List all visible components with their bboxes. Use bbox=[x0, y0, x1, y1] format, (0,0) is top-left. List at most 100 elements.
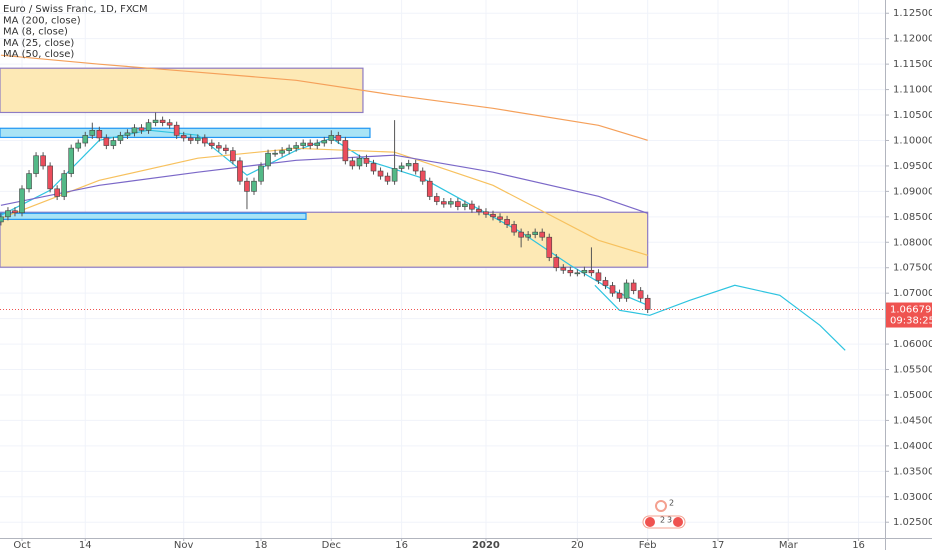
candle-body bbox=[314, 142, 321, 146]
last-price-box bbox=[886, 302, 932, 328]
candle-body bbox=[462, 203, 468, 207]
legend-entry: MA (8, close) bbox=[3, 27, 68, 38]
zone bbox=[0, 212, 307, 220]
candle-body bbox=[180, 135, 187, 139]
candle-body bbox=[194, 137, 201, 141]
candle-body bbox=[518, 231, 524, 238]
candle-body bbox=[469, 203, 475, 210]
candle-body bbox=[441, 201, 447, 205]
candle-body bbox=[539, 231, 546, 238]
candle-body bbox=[54, 188, 60, 197]
legend-entry: MA (50, close) bbox=[3, 49, 74, 60]
candle-body bbox=[405, 163, 412, 167]
candle-body bbox=[40, 155, 46, 167]
candle-body bbox=[230, 150, 236, 162]
candle-body bbox=[595, 272, 602, 281]
candle-body bbox=[321, 140, 328, 144]
x-tick-label: Mar bbox=[779, 540, 799, 550]
x-tick-label: 18 bbox=[255, 540, 268, 550]
x-tick-label: 14 bbox=[79, 540, 92, 550]
y-tick-label: 1.02500 bbox=[893, 517, 932, 528]
candle-body bbox=[630, 282, 637, 291]
candle-body bbox=[131, 127, 138, 134]
candle-body bbox=[616, 292, 623, 299]
candle-body bbox=[307, 142, 314, 146]
candle-body bbox=[33, 155, 39, 174]
candle-body bbox=[244, 180, 250, 192]
candle-body bbox=[279, 150, 285, 154]
candle-body bbox=[455, 201, 461, 207]
legend-entry: Euro / Swiss Franc, 1D, FXCM bbox=[3, 4, 148, 15]
candle-body bbox=[574, 272, 581, 275]
countdown-label: 09:38:25 bbox=[890, 316, 932, 327]
event-badge[interactable] bbox=[655, 500, 667, 512]
candle-body bbox=[209, 142, 215, 146]
y-tick-label: 1.12500 bbox=[893, 8, 932, 19]
candle-body bbox=[159, 119, 166, 123]
y-tick-label: 1.08500 bbox=[893, 212, 932, 223]
candle-body bbox=[426, 180, 433, 197]
event-badge[interactable] bbox=[673, 517, 683, 527]
x-tick-label: Oct bbox=[13, 540, 30, 550]
x-tick-label: Dec bbox=[322, 540, 341, 550]
x-tick-label: 20 bbox=[571, 540, 584, 550]
candle-body bbox=[342, 140, 349, 162]
candle-body bbox=[546, 236, 553, 258]
candles bbox=[0, 112, 651, 314]
candle-body bbox=[504, 219, 510, 225]
y-tick-label: 1.06000 bbox=[893, 339, 932, 350]
candle-body bbox=[349, 160, 356, 167]
event-count: 3 bbox=[667, 516, 672, 525]
x-tick-label: 17 bbox=[712, 540, 725, 550]
projection-line bbox=[594, 284, 846, 351]
moving-average-line bbox=[0, 54, 648, 141]
candle-body bbox=[82, 135, 89, 144]
y-tick-label: 1.07000 bbox=[893, 288, 932, 299]
candle-body bbox=[532, 231, 538, 235]
y-tick-label: 1.09000 bbox=[893, 186, 932, 197]
candle-body bbox=[398, 165, 405, 169]
y-tick-label: 1.03500 bbox=[893, 466, 932, 477]
candle-body bbox=[0, 216, 4, 223]
y-tick-label: 1.05500 bbox=[893, 365, 932, 376]
candle-body bbox=[560, 267, 567, 271]
candle-body bbox=[356, 157, 363, 167]
x-tick-label: 2020 bbox=[472, 540, 500, 550]
candle-body bbox=[251, 180, 257, 192]
candle-body bbox=[26, 173, 32, 190]
candle-body bbox=[12, 210, 18, 214]
legend-entry: MA (200, close) bbox=[3, 15, 81, 26]
candle-body bbox=[433, 196, 440, 202]
candle-body bbox=[483, 211, 489, 215]
candle-body bbox=[75, 142, 82, 149]
candle-body bbox=[272, 152, 278, 155]
candle-body bbox=[19, 188, 25, 214]
y-tick-label: 1.10000 bbox=[893, 135, 932, 146]
candle-body bbox=[377, 170, 384, 177]
event-badges: 2 2 3 bbox=[642, 499, 686, 529]
candle-body bbox=[5, 210, 11, 218]
event-count: 2 bbox=[660, 516, 665, 525]
y-tick-label: 1.12000 bbox=[893, 34, 932, 45]
candle-body bbox=[567, 269, 574, 274]
last-price-label: 1.06679 bbox=[890, 305, 931, 316]
candle-body bbox=[553, 257, 560, 269]
candle-body bbox=[363, 157, 370, 164]
y-tick-label: 1.10500 bbox=[893, 110, 932, 121]
candle-body bbox=[89, 130, 96, 136]
event-badge[interactable] bbox=[645, 517, 655, 527]
y-tick-label: 1.07500 bbox=[893, 263, 932, 274]
y-tick-label: 1.11500 bbox=[893, 59, 932, 70]
candle-body bbox=[138, 127, 145, 131]
candle-body bbox=[300, 142, 307, 146]
candle-body bbox=[166, 122, 173, 126]
y-tick-label: 1.03000 bbox=[893, 492, 932, 503]
candle-body bbox=[370, 163, 377, 172]
event-count: 2 bbox=[669, 499, 674, 508]
candle-body bbox=[110, 140, 117, 146]
candle-body bbox=[68, 147, 75, 174]
candle-body bbox=[96, 130, 103, 139]
candle-body bbox=[61, 173, 67, 197]
zones bbox=[0, 67, 649, 268]
